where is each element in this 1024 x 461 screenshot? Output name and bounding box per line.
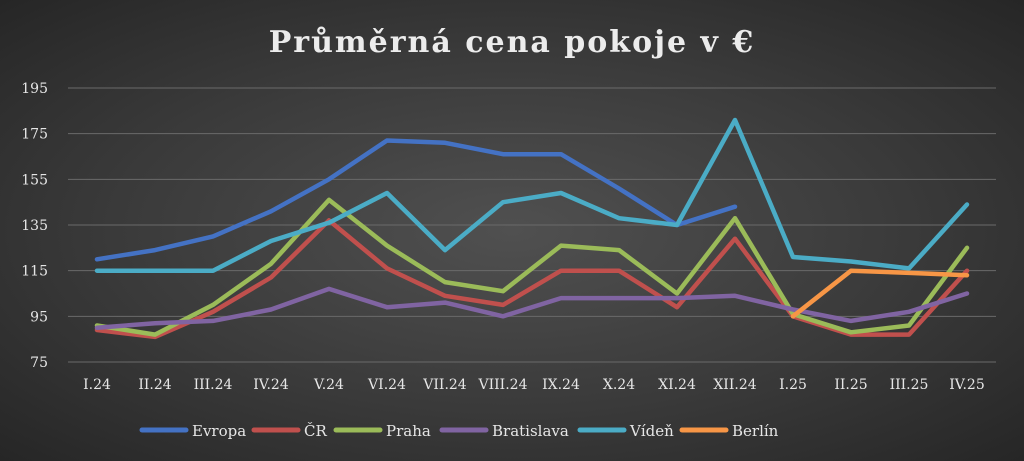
legend-label: Evropa — [192, 422, 246, 440]
x-tick-label: III.24 — [194, 377, 233, 393]
chart-title: Průměrná cena pokoje v € — [269, 25, 755, 60]
y-tick-label: 175 — [21, 127, 48, 143]
y-tick-label: 135 — [21, 218, 48, 234]
legend-label: ČR — [304, 422, 327, 440]
series-line-6 — [790, 268, 970, 319]
series-line-1 — [94, 138, 738, 262]
x-tick-label: III.25 — [890, 377, 929, 393]
x-tick-label: I.25 — [779, 377, 807, 393]
x-tick-label: II.25 — [834, 377, 867, 393]
x-tick-label: II.24 — [138, 377, 171, 393]
x-tick-label: XI.24 — [658, 377, 696, 393]
series-line-3 — [94, 197, 970, 337]
legend-label: Praha — [386, 422, 431, 440]
x-tick-label: IV.25 — [949, 377, 984, 393]
legend-label: Vídeň — [629, 422, 674, 440]
x-tick-label: XII.24 — [713, 377, 756, 393]
x-tick-label: IX.24 — [542, 377, 580, 393]
x-tick-label: V.24 — [313, 377, 344, 393]
y-tick-label: 95 — [30, 309, 48, 325]
x-tick-label: VI.24 — [367, 377, 406, 393]
x-tick-label: VIII.24 — [478, 377, 528, 393]
y-tick-label: 155 — [21, 172, 48, 188]
y-tick-label: 115 — [21, 264, 48, 280]
legend-label: Bratislava — [492, 422, 569, 440]
legend-label: Berlín — [732, 422, 779, 440]
y-tick-label: 195 — [21, 81, 48, 97]
x-tick-label: VII.24 — [422, 377, 467, 393]
legend: Evropa ČR Praha Bratislava Vídeň Berlín — [139, 422, 779, 440]
y-axis-ticks: 75 95 115 135 155 175 195 — [21, 81, 48, 371]
x-tick-label: IV.24 — [253, 377, 289, 393]
x-tick-label: X.24 — [603, 377, 635, 393]
series-lines — [94, 117, 970, 340]
series-line-5 — [94, 117, 970, 273]
x-axis-ticks: I.24 II.24 III.24 IV.24 V.24 VI.24 VII.24 VIII.… — [83, 377, 985, 393]
series-line-4 — [94, 286, 970, 331]
y-tick-label: 75 — [30, 355, 48, 371]
x-tick-label: I.24 — [83, 377, 111, 393]
